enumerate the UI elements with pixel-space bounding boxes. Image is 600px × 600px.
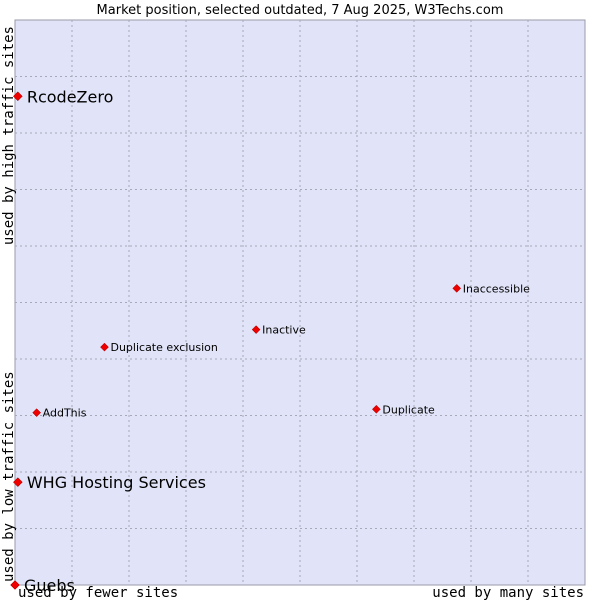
data-label-addthis: AddThis [43,407,87,420]
data-point-addthis [32,408,42,418]
data-point-inaccessible [452,284,462,293]
data-label-rcodezero: RcodeZero [27,87,114,106]
chart-title: Market position, selected outdated, 7 Au… [97,3,504,18]
data-point-whg-hosting-services [12,477,23,488]
data-label-inactive: Inactive [262,324,306,337]
data-point-duplicate [372,404,381,414]
grid-lines [15,20,585,585]
data-label-whg-hosting-services: WHG Hosting Services [27,473,206,492]
data-point-duplicate-exclusion [100,342,109,352]
x-axis-label-left: used by fewer sites [18,585,178,600]
data-label-inaccessible: Inaccessible [463,282,530,295]
y-axis-label-bottom: used by low traffic sites [1,371,17,582]
data-label-duplicate: Duplicate [382,403,435,416]
data-point-inactive [251,325,261,334]
data-points: RcodeZero Inaccessible Inactive Duplicate e… [10,87,530,595]
data-point-rcodezero [12,91,23,102]
x-axis-label-right: used by many sites [432,585,584,600]
data-label-guebs: Guebs [24,576,75,595]
data-point-guebs [10,580,20,590]
y-axis-label-top: used by high traffic sites [1,26,17,245]
data-label-duplicate-exclusion: Duplicate exclusion [110,341,217,354]
